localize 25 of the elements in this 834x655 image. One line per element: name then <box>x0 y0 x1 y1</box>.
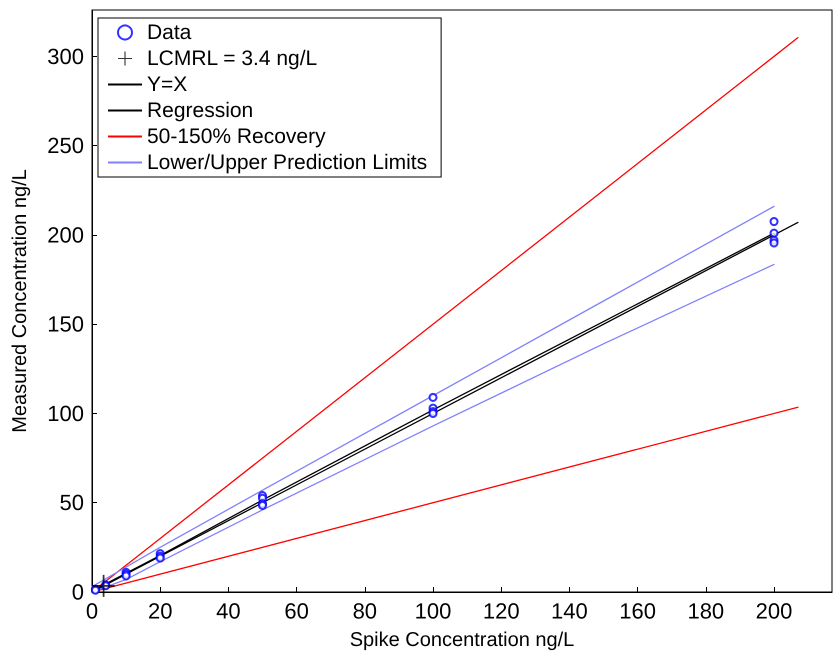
legend-label: Regression <box>147 99 254 122</box>
x-tick-label: 20 <box>148 598 172 624</box>
x-tick-label: 60 <box>284 598 309 624</box>
x-tick-label: 100 <box>414 598 452 624</box>
x-tick-label: 140 <box>551 598 588 624</box>
y-tick-label: 300 <box>47 44 84 69</box>
x-tick-label: 180 <box>687 598 724 624</box>
x-axis-title: Spike Concentration ng/L <box>350 629 574 651</box>
legend-label: Data <box>147 21 192 44</box>
x-tick-label: 40 <box>216 598 241 624</box>
y-tick-label: 50 <box>60 490 84 516</box>
legend-label: 50-150% Recovery <box>147 125 326 148</box>
legend-label: LCMRL = 3.4 ng/L <box>147 47 318 70</box>
y-tick-label: 200 <box>47 222 84 248</box>
y-tick-label: 250 <box>47 133 84 158</box>
x-tick-label: 200 <box>756 598 792 624</box>
legend-label: Lower/Upper Prediction Limits <box>147 151 428 174</box>
y-tick-label: 150 <box>47 312 84 337</box>
legend-label: Y=X <box>147 73 188 96</box>
x-tick-label: 160 <box>619 598 656 624</box>
y-axis-title: Measured Concentration ng/L <box>9 169 31 433</box>
x-tick-label: 120 <box>482 598 520 624</box>
y-tick-label: 0 <box>72 580 84 604</box>
y-tick-label: 100 <box>47 400 84 426</box>
x-tick-label: 80 <box>352 598 378 624</box>
